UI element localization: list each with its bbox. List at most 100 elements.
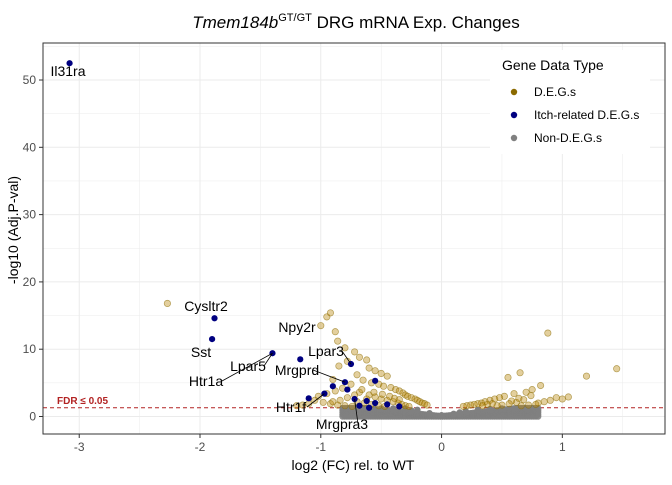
legend-label: Itch-related D.E.G.s [534, 108, 639, 122]
itch-deg-point [372, 399, 379, 407]
deg-point [540, 398, 548, 406]
deg-point [331, 328, 339, 336]
deg-point [407, 394, 415, 402]
gene-label: Lpar5 [230, 358, 266, 374]
deg-point [505, 400, 513, 408]
gene-label: Mrgprd [275, 362, 319, 378]
deg-point [527, 392, 535, 400]
deg-point [341, 402, 349, 410]
x-axis-label: log2 (FC) rel. to WT [292, 457, 415, 473]
legend: Gene Data Type D.E.G.s Itch-related D.E.G… [490, 50, 650, 154]
deg-point [546, 396, 554, 404]
legend-key [510, 88, 518, 96]
chart-title: Tmem184bGT/GT DRG mRNA Exp. Changes [192, 12, 519, 32]
label-leader-line [263, 353, 273, 367]
x-tick-label: 0 [438, 440, 445, 454]
gene-label: Mrgpra3 [316, 416, 368, 432]
deg-point [293, 402, 301, 410]
deg-point [515, 394, 523, 402]
deg-point [395, 387, 403, 395]
deg-point [378, 390, 386, 398]
non-deg-point [534, 404, 542, 412]
legend-label: Non-D.E.G.s [534, 131, 602, 145]
deg-point [371, 367, 379, 375]
chart-title-gene: Tmem184b [192, 13, 278, 32]
deg-point [537, 381, 545, 390]
deg-point [317, 322, 325, 330]
deg-point [355, 353, 363, 361]
itch-deg-point [329, 383, 336, 390]
deg-point [544, 329, 552, 337]
gene-label: Htr1a [189, 373, 223, 389]
data-points [66, 60, 621, 411]
deg-point [359, 376, 367, 384]
legend-title: Gene Data Type [502, 57, 604, 73]
deg-point [404, 392, 412, 400]
y-tick-label: 40 [23, 140, 37, 154]
deg-point [335, 362, 343, 370]
deg-point [508, 397, 516, 405]
gene-label: Npy2r [278, 319, 316, 335]
legend-key [510, 134, 518, 142]
x-tick-label: -1 [315, 440, 326, 454]
non-deg-point [426, 409, 433, 417]
y-tick-label: 10 [23, 342, 37, 356]
panel-border [42, 42, 666, 435]
non-deg-point [414, 406, 421, 413]
deg-point [380, 382, 388, 390]
deg-point [516, 369, 524, 377]
non-deg-point [438, 411, 445, 419]
itch-deg-point [211, 315, 218, 322]
non-deg-point [408, 407, 415, 414]
non-deg-point [450, 410, 457, 418]
deg-point [423, 401, 431, 409]
deg-point [370, 388, 378, 396]
gene-label: Sst [191, 344, 211, 360]
deg-point [163, 299, 171, 307]
deg-point [510, 390, 518, 398]
gene-labels: Il31ra Cysltr2 Sst Npy2r Lpar3 Lpar5 Mrgprd Htr… [50, 63, 368, 432]
deg-point [522, 388, 530, 396]
deg-point [383, 372, 391, 380]
deg-point [329, 398, 337, 406]
non-deg-point [456, 409, 463, 416]
x-tick-label: -3 [74, 440, 85, 454]
legend-label: D.E.G.s [534, 85, 576, 99]
itch-deg-point [344, 386, 351, 393]
itch-deg-point [396, 403, 403, 410]
legend-entries: D.E.G.s Itch-related D.E.G.s Non-D.E.G.s [510, 85, 639, 145]
label-leader-line [306, 393, 325, 408]
label-leader-line [221, 352, 273, 382]
itch-deg-point [66, 60, 73, 67]
itch-deg-point [372, 377, 379, 384]
deg-point [347, 380, 355, 388]
y-tick-label: 0 [29, 410, 36, 424]
deg-point [405, 402, 413, 410]
label-leader-line [354, 398, 359, 425]
itch-deg-point [208, 336, 216, 343]
deg-point [528, 386, 536, 394]
deg-point [358, 386, 366, 394]
deg-point [524, 401, 533, 409]
deg-point [348, 402, 356, 410]
deg-point [613, 365, 621, 373]
non-deg-cloud [339, 404, 542, 420]
y-tick-label: 30 [23, 208, 37, 222]
y-tick-label: 20 [23, 275, 37, 289]
deg-point [363, 356, 371, 364]
label-leader-line [312, 369, 346, 383]
deg-point [395, 396, 403, 404]
gene-label: Il31ra [50, 63, 85, 79]
itch-deg-point [305, 395, 312, 402]
gene-label: Cysltr2 [184, 298, 228, 314]
deg-point [481, 398, 489, 406]
deg-point [326, 309, 334, 317]
deg-point [365, 364, 373, 372]
deg-point [504, 373, 512, 382]
deg-point [392, 386, 400, 394]
non-deg-point [377, 405, 385, 412]
deg-point [552, 394, 560, 402]
